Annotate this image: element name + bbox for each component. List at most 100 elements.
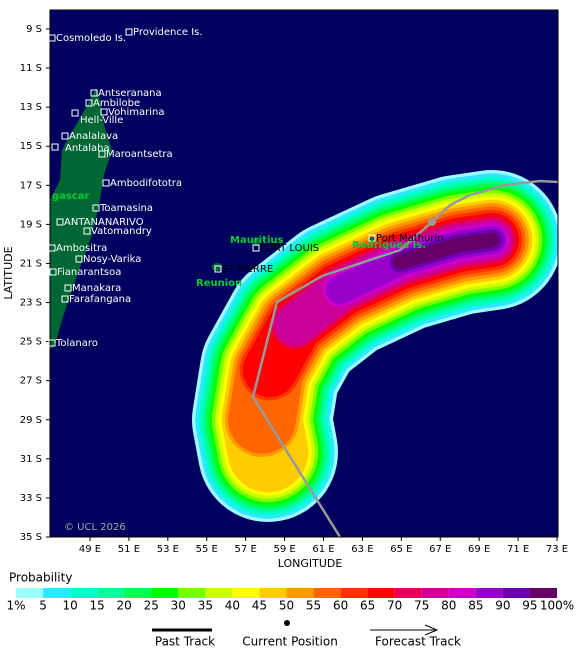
lon-tick-label: 71 E	[507, 544, 529, 555]
colorbar-swatch	[313, 588, 341, 598]
colorbar-label: 15	[90, 599, 105, 613]
colorbar-label: 25	[144, 599, 159, 613]
lon-tick-label: 73 E	[546, 544, 568, 555]
lon-tick-label: 69 E	[468, 544, 490, 555]
place-label: PORT LOUIS	[260, 243, 319, 254]
place-marker	[48, 244, 56, 252]
lat-tick-label: 11 S	[20, 63, 42, 74]
place-label: Nosy-Varika	[83, 254, 141, 265]
place-marker	[61, 295, 69, 303]
place-label: Port Mathurin	[376, 233, 444, 244]
place-label: ST PIERRE	[222, 264, 273, 275]
place-label: Manakara	[72, 283, 121, 294]
region-label: gascar	[52, 191, 90, 202]
colorbar-label: 75	[414, 599, 429, 613]
colorbar-label: 80	[441, 599, 456, 613]
colorbar-swatch	[394, 588, 422, 598]
place-marker	[90, 89, 98, 97]
region-label: Reunion	[196, 278, 242, 289]
place-marker	[102, 179, 110, 187]
place-label: Farafangana	[69, 294, 131, 305]
place-label: Hell-Ville	[80, 115, 123, 126]
swath-band	[392, 232, 500, 270]
colorbar-label: 45	[252, 599, 267, 613]
colorbar-swatch	[286, 588, 314, 598]
colorbar-swatch	[43, 588, 71, 598]
region-label: Rodrigues Is.	[352, 240, 426, 251]
colorbar-swatch	[124, 588, 152, 598]
x-axis-label: LONGITUDE	[278, 557, 343, 570]
lat-tick-label: 17 S	[20, 180, 42, 191]
place-marker	[368, 234, 376, 242]
place-label: Cosmoledo Is.	[56, 33, 126, 44]
colorbar-swatch	[421, 588, 449, 598]
colorbar-label: 35	[198, 599, 213, 613]
lat-tick-label: 33 S	[20, 493, 42, 504]
place-label: Fianarantsoa	[57, 267, 121, 278]
lat-tick-label: 13 S	[20, 102, 42, 113]
place-label: Ambodifototra	[110, 178, 182, 189]
lat-tick-label: 19 S	[20, 219, 42, 230]
lon-tick-label: 59 E	[273, 544, 295, 555]
colorbar-label: 70	[387, 599, 402, 613]
place-marker	[75, 255, 83, 263]
colorbar-label: 5	[39, 599, 47, 613]
place-label: Vatomandry	[91, 226, 152, 237]
lon-tick-label: 65 E	[390, 544, 412, 555]
colorbar-swatch	[205, 588, 233, 598]
colorbar-label: 50	[279, 599, 294, 613]
place-label: Providence Is.	[133, 27, 203, 38]
lon-tick-label: 67 E	[429, 544, 451, 555]
y-axis-label: LATITUDE	[2, 246, 15, 299]
past-track	[431, 179, 558, 223]
colorbar-swatch	[259, 588, 287, 598]
place-label: Maroantsetra	[106, 149, 173, 160]
place-marker	[100, 108, 108, 116]
place-marker	[83, 227, 91, 235]
colorbar-label: 55	[306, 599, 321, 613]
place-marker	[85, 99, 93, 107]
colorbar-label: 60	[333, 599, 348, 613]
lon-tick-label: 61 E	[312, 544, 334, 555]
place-marker	[51, 143, 59, 151]
colorbar-label: 10	[62, 599, 77, 613]
colorbar-swatch	[70, 588, 98, 598]
legend-current-symbol	[284, 620, 290, 626]
colorbar-label: 65	[360, 599, 375, 613]
lat-tick-label: 27 S	[20, 376, 42, 387]
legend-label: Past Track	[155, 635, 215, 649]
place-marker	[48, 339, 56, 347]
probability-swath	[192, 170, 558, 522]
legend-forecast-arrow	[424, 624, 439, 636]
lat-tick-label: 31 S	[20, 454, 42, 465]
place-label: Analalava	[69, 131, 118, 142]
lon-tick-label: 53 E	[157, 544, 179, 555]
place-marker	[48, 34, 56, 42]
lat-tick-label: 21 S	[20, 258, 42, 269]
lat-tick-label: 23 S	[20, 298, 42, 309]
lon-tick-label: 51 E	[118, 544, 140, 555]
copyright: © UCL 2026	[64, 522, 126, 533]
colorbar-title: Probability	[9, 571, 72, 585]
lon-tick-label: 57 E	[235, 544, 257, 555]
lat-tick-label: 35 S	[20, 532, 42, 543]
colorbar-swatch	[475, 588, 503, 598]
colorbar-label: 30	[171, 599, 186, 613]
lon-tick-label: 49 E	[79, 544, 101, 555]
place-marker	[252, 244, 260, 252]
place-marker	[125, 28, 133, 36]
colorbar-swatch	[502, 588, 530, 598]
lon-tick-label: 55 E	[196, 544, 218, 555]
place-label: Ambositra	[56, 243, 107, 254]
colorbar-label: 85	[468, 599, 483, 613]
colorbar-swatch	[178, 588, 206, 598]
legend-label: Current Position	[242, 635, 338, 649]
colorbar-swatch	[232, 588, 260, 598]
colorbar-label: 40	[225, 599, 240, 613]
colorbar-swatch	[16, 588, 44, 598]
colorbar-label: 95	[522, 599, 537, 613]
lat-tick-label: 15 S	[20, 141, 42, 152]
place-label: ANTANANARIVO	[64, 217, 144, 228]
place-label: Ambilobe	[93, 98, 140, 109]
